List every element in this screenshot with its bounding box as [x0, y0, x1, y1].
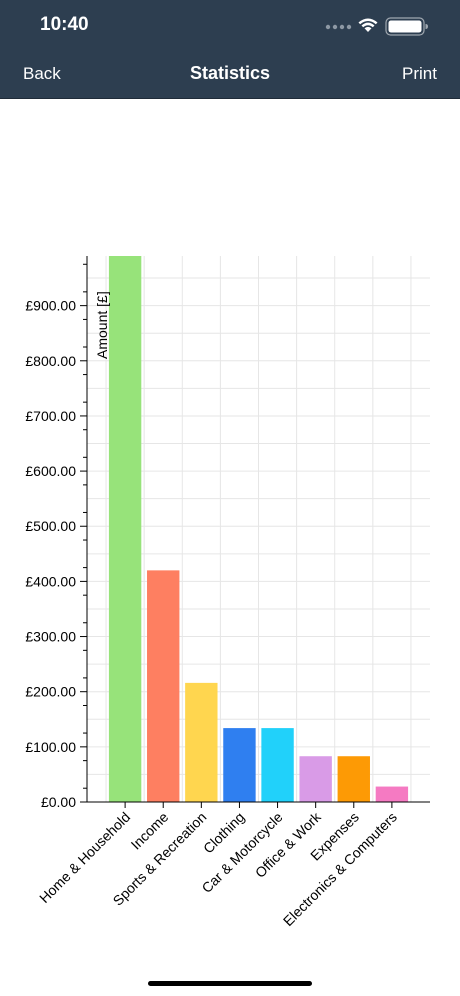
y-tick-label: £700.00 [25, 408, 76, 424]
cellular-signal-icon [325, 24, 352, 30]
y-tick-label: £800.00 [25, 353, 76, 369]
bar-7 [337, 756, 370, 802]
bar-chart: £0.00 £100.00 £200.00 £300.00 £400.00 £500.00… [25, 256, 430, 929]
wifi-icon [358, 18, 378, 32]
y-tick-label: £400.00 [25, 573, 76, 589]
y-tick-label: £600.00 [25, 463, 76, 479]
battery-icon [385, 17, 428, 36]
home-indicator[interactable] [148, 981, 312, 986]
bar-4 [223, 728, 256, 802]
y-tick-label: £300.00 [25, 629, 76, 645]
y-tick-label: £0.00 [41, 794, 76, 810]
bar-5 [261, 728, 294, 802]
status-time: 10:40 [40, 14, 89, 35]
back-button[interactable]: Back [23, 64, 61, 83]
y-tick-label: £100.00 [25, 739, 76, 755]
bar-2 [147, 570, 180, 802]
bar-8 [375, 786, 409, 802]
y-tick-label: £500.00 [25, 518, 76, 534]
page-title: Statistics [189, 63, 271, 83]
bar-6 [299, 756, 332, 802]
print-button[interactable]: Print [402, 64, 437, 83]
y-tick-label: £900.00 [25, 298, 76, 314]
y-tick-label: £200.00 [25, 684, 76, 700]
status-icons [325, 17, 428, 36]
navigation-bar: 10:40 Back Statistics Print [0, 0, 460, 99]
y-axis-title: Amount [£] [94, 291, 110, 359]
bar-3 [185, 682, 218, 802]
bar-1 [108, 256, 142, 802]
